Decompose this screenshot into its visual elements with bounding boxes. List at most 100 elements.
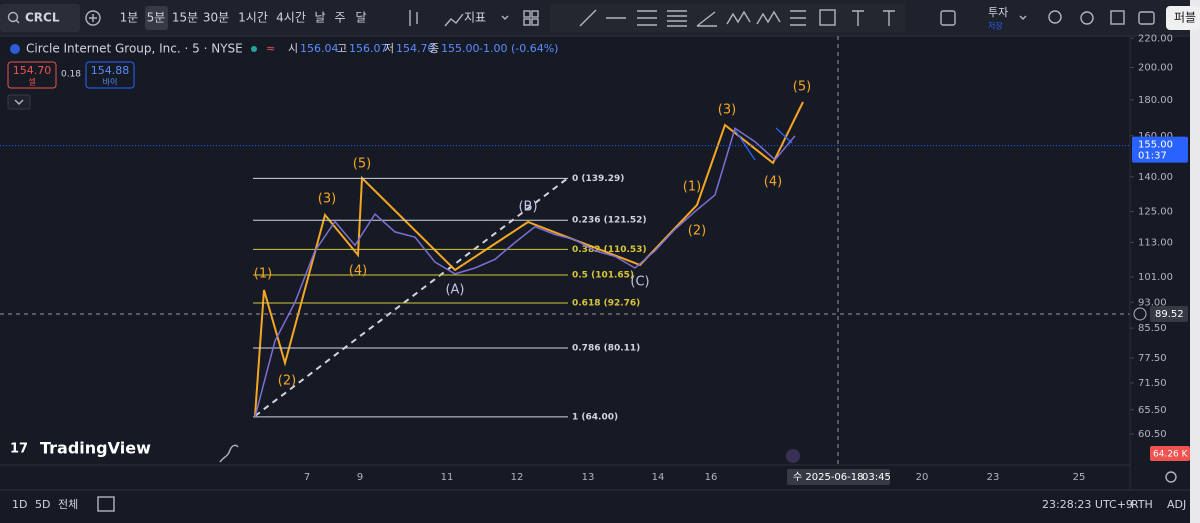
sell-price[interactable]: 154.70 <box>13 64 52 77</box>
price-line <box>254 127 796 418</box>
settings-icon[interactable] <box>1080 11 1094 25</box>
y-tick-label: 93.00 <box>1138 297 1167 308</box>
session[interactable]: RTH <box>1131 498 1153 511</box>
fib-tool[interactable] <box>667 10 687 27</box>
indicators[interactable]: 지표 <box>464 11 486 25</box>
y-tick-label: 113.00 <box>1138 238 1173 249</box>
layout-icon[interactable] <box>523 10 531 18</box>
channel-tool[interactable] <box>637 10 657 26</box>
y-tick-label: 65.50 <box>1138 405 1167 416</box>
x-tick-label: 11 <box>441 472 454 483</box>
save-button[interactable]: 저장 <box>988 21 1003 31</box>
wave-label: (1) <box>683 180 701 195</box>
wave-label: (3) <box>318 192 336 207</box>
legend-low-label: 저 <box>384 42 394 55</box>
wave-label: (B) <box>518 200 537 215</box>
interval[interactable]: 1시간 <box>238 11 268 25</box>
interval[interactable]: 15분 <box>172 11 198 25</box>
interval[interactable]: 주 <box>334 11 345 25</box>
crosshair-price: 89.52 <box>1155 309 1184 320</box>
elliott-tool[interactable] <box>756 10 781 25</box>
publish[interactable]: 퍼블 <box>1174 11 1196 25</box>
replay-button[interactable] <box>940 10 956 26</box>
buy-price[interactable]: 154.88 <box>91 64 130 77</box>
last-price-box <box>1132 136 1188 163</box>
sell-label[interactable]: 셀 <box>28 77 35 87</box>
x-tick-label: 25 <box>1073 472 1086 483</box>
interval[interactable]: 날 <box>314 11 325 25</box>
legend-change: -1.00 (-0.64%) <box>479 42 558 55</box>
layout-icon <box>531 18 539 26</box>
publish-button[interactable] <box>1166 6 1200 30</box>
fullscreen-icon[interactable] <box>1110 10 1125 25</box>
compare-button[interactable] <box>85 10 101 26</box>
legend-close-label: 종 <box>429 42 439 55</box>
date-range-icon[interactable] <box>97 496 115 512</box>
dropdown[interactable] <box>1019 15 1027 20</box>
sub-wave <box>734 127 793 161</box>
x-tick-label: 7 <box>304 472 310 483</box>
range-button[interactable]: 1D <box>12 498 27 511</box>
y-tick-label: 71.50 <box>1138 378 1167 389</box>
wave-label: (4) <box>349 264 367 279</box>
legend-high: 156.07 <box>349 42 388 55</box>
interval[interactable]: 30분 <box>203 11 229 25</box>
y-tick-label: 85.50 <box>1138 323 1167 334</box>
y-tick-label: 200.00 <box>1138 62 1173 73</box>
crosshair-time: 수 2025-06-18 <box>793 471 864 483</box>
pattern-tool[interactable] <box>726 10 751 25</box>
x-tick-label: 20 <box>916 472 929 483</box>
annotation-tool[interactable] <box>883 10 895 26</box>
search-icon <box>7 11 19 23</box>
fib-label: 1 (64.00) <box>572 412 618 422</box>
volume-label: 64.26 K <box>1153 450 1189 460</box>
trendline-tool[interactable] <box>579 9 597 27</box>
interval[interactable]: 5분 <box>147 11 166 25</box>
symbol-search[interactable] <box>0 4 80 32</box>
symbol[interactable]: CRCL <box>25 11 60 25</box>
y-tick-label: 77.50 <box>1138 353 1167 364</box>
x-tick-label: 23 <box>987 472 1000 483</box>
buy-box[interactable] <box>85 61 135 89</box>
sell-box[interactable] <box>7 61 57 89</box>
axis-settings[interactable] <box>1165 471 1177 483</box>
legend-open: 156.04 <box>300 42 339 55</box>
x-tick-label: 14 <box>652 472 665 483</box>
market-status <box>251 46 257 52</box>
collapse-arrow <box>14 99 24 105</box>
y-tick-label: 140.00 <box>1138 172 1173 183</box>
elliott-wave[interactable] <box>254 101 804 417</box>
range-button[interactable]: 전체 <box>58 498 78 511</box>
indicators-icon <box>444 13 464 27</box>
buy-label[interactable]: 바이 <box>103 77 118 87</box>
event-icon[interactable] <box>786 449 800 463</box>
wave-label: (4) <box>764 175 782 190</box>
fib-label: 0.382 (110.53) <box>572 245 647 255</box>
interval[interactable]: 1분 <box>120 11 139 25</box>
crosshair-add[interactable] <box>1133 307 1147 321</box>
layout-icon <box>531 10 539 18</box>
range-button[interactable]: 5D <box>35 498 50 511</box>
interval[interactable]: 4시간 <box>276 11 306 25</box>
screenshot-icon[interactable] <box>1138 11 1155 25</box>
y-tick-label: 125.00 <box>1138 207 1173 218</box>
y-tick-label: 160.00 <box>1138 131 1173 142</box>
shape-tool[interactable] <box>819 9 836 26</box>
volume-box <box>1150 446 1190 461</box>
collapse-legend[interactable] <box>7 94 31 110</box>
compare-plus <box>89 14 97 22</box>
alert-icon[interactable] <box>1048 10 1062 24</box>
invest-button[interactable]: 투자 <box>988 6 1008 19</box>
wave-label: (3) <box>718 103 736 118</box>
market-dot: ≈ <box>266 42 275 55</box>
dropdown[interactable] <box>501 15 509 20</box>
legend-low: 154.70 <box>396 42 435 55</box>
text-tool[interactable] <box>852 10 864 26</box>
gann-tool[interactable] <box>696 11 717 27</box>
bottom-bar <box>0 490 1190 523</box>
adjust[interactable]: ADJ <box>1167 498 1186 511</box>
interval[interactable]: 달 <box>355 11 366 25</box>
candle-type-icon[interactable] <box>409 10 418 26</box>
prediction-tool[interactable] <box>790 10 806 26</box>
